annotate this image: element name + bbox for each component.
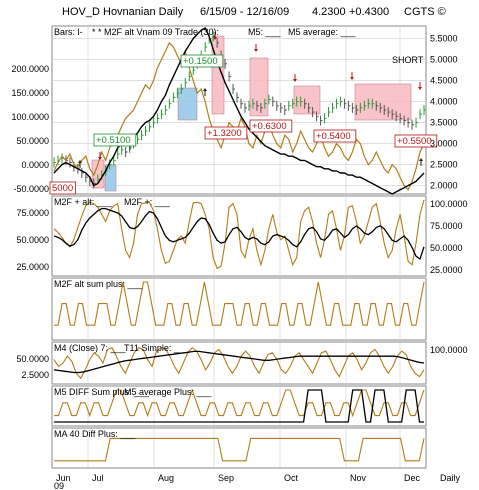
- ma40-panel-frame: [51, 427, 427, 469]
- left-axis-tick: 150.0000: [11, 88, 49, 98]
- right-axis-tick: 25.0000: [430, 265, 463, 275]
- signal-arrow-head: [213, 37, 217, 40]
- m2f-panel-legend-b: M2F +: ___: [124, 197, 171, 207]
- left-axis-tick: 50.0000: [16, 136, 49, 146]
- date-range: 6/15/09 - 12/16/09: [200, 6, 290, 18]
- annotation-text: +1.3200: [207, 128, 242, 139]
- left-axis-tick: 50.0000: [16, 354, 49, 364]
- annotation-text: +0.5100: [96, 135, 131, 146]
- m4-panel-frame: [51, 341, 427, 385]
- brand-label: CGTS ©: [404, 6, 446, 18]
- m4-panel-legend-b: T11 Simple: ___: [124, 343, 190, 353]
- signal-arrow-head: [78, 160, 82, 163]
- right-axis-tick: 100.0000: [430, 345, 468, 355]
- left-axis-tick: 2.5000: [21, 370, 49, 380]
- m2f-sum-panel-frame: [51, 277, 427, 341]
- security-name: Hovnanian Daily: [103, 6, 184, 18]
- signal-arrow-head: [419, 158, 423, 161]
- right-axis-tick: 4.5000: [430, 76, 458, 86]
- x-axis-month: Dec: [404, 473, 421, 483]
- last-price: 4.2300: [312, 6, 346, 18]
- m5-average-legend: M5 average: ___: [288, 27, 357, 37]
- m5-diff-panel-frame: [51, 385, 427, 427]
- x-axis-month: Aug: [158, 473, 174, 483]
- signal-arrow-head: [98, 157, 102, 160]
- annotation-text: +0.5400: [316, 131, 351, 142]
- m2f-panel-legend-a: M2F + alt: ___: [54, 197, 113, 207]
- chart-header: HOV_D Hovnanian Daily 6/15/09 - 12/16/09…: [0, 0, 479, 24]
- x-axis-month: Jun: [56, 473, 71, 483]
- signal-arrow-head: [254, 49, 258, 52]
- left-axis-tick: 50.0000: [16, 235, 49, 245]
- right-axis-tick: 5.5000: [430, 34, 458, 44]
- signal-arrow-head: [418, 87, 422, 90]
- x-axis-month: Jul: [92, 473, 104, 483]
- right-axis-tick: 50.0000: [430, 243, 463, 253]
- m2f-panel-gold-line: [53, 199, 425, 270]
- m2f-legend: * * M2F alt Vnam 09 Trade (30):: [92, 27, 219, 37]
- m4-panel-legend-a: M4 (Close) 7: ___: [54, 343, 127, 353]
- m2f-panel-black-line: [53, 207, 425, 261]
- x-axis-month: Sep: [218, 473, 234, 483]
- left-axis-tick: 100.0000: [11, 112, 49, 122]
- m5-diff-panel-black-line: [54, 389, 424, 423]
- m5-diff-panel-legend-b: M5 average Plus: ___: [124, 387, 213, 397]
- right-axis-tick: 2.5000: [430, 160, 458, 170]
- right-axis-tick: 3.5000: [430, 118, 458, 128]
- x-axis-month: Oct: [284, 473, 299, 483]
- x-axis-year: 09: [54, 481, 64, 490]
- left-axis-tick: 75.0000: [16, 208, 49, 218]
- left-axis-tick: 0.0000: [21, 160, 49, 170]
- m5-diff-panel-gold-line: [54, 388, 425, 418]
- annotation-box: [313, 129, 357, 143]
- right-axis-tick: 2.0000: [430, 181, 458, 191]
- right-axis-tick: 5.0000: [430, 55, 458, 65]
- signal-box: [249, 57, 269, 117]
- signal-arrow-head: [350, 77, 354, 80]
- period-label: Daily: [440, 473, 461, 483]
- m2f-sum-panel-gold-line: [54, 281, 425, 326]
- left-axis-tick: -50.0000: [13, 184, 49, 194]
- m5-legend: M5: ___: [248, 27, 282, 37]
- m2f-sum-panel-legend-a: M2F alt sum plus: ___: [54, 279, 144, 289]
- m5-line: [53, 27, 425, 195]
- short-signal-label: SHORT: [392, 55, 424, 65]
- ma40-panel-gold-line: [54, 437, 425, 462]
- m2f-panel-frame: [51, 195, 427, 277]
- chart-labels: 5.5000 5.0000 4.5000 4.0000 3.5000 3.0000 2.50…: [11, 27, 467, 490]
- x-axis-month: Nov: [350, 473, 367, 483]
- chart-marks: [49, 27, 438, 462]
- annotation-box: [249, 119, 293, 133]
- symbol-label: HOV_D: [62, 6, 100, 18]
- right-axis-tick: 4.0000: [430, 97, 458, 107]
- left-axis-tick: 25.0000: [16, 262, 49, 272]
- signal-box: [293, 85, 321, 115]
- annotation-text: +0.5500: [397, 136, 432, 147]
- right-axis-tick: 3.0000: [430, 139, 458, 149]
- annotation-text: +0.6300: [252, 121, 287, 132]
- signal-arrow-head: [203, 88, 207, 91]
- left-axis-tick: 200.0000: [11, 64, 49, 74]
- annotation-text: +0.1500: [183, 56, 218, 67]
- m4-panel-gold-line: [53, 346, 425, 380]
- signal-arrow-head: [293, 79, 297, 82]
- m4-panel-black-line: [53, 350, 425, 374]
- ma40-panel-legend-a: MA 40 Diff Plus: ___: [54, 429, 136, 439]
- annotation-text: 5000: [52, 183, 73, 194]
- bars-legend: Bars: l-: [54, 27, 83, 37]
- signal-box: [177, 87, 198, 121]
- signal-box: [354, 83, 412, 121]
- price-change: +0.4300: [349, 6, 390, 18]
- annotation-box: [93, 133, 137, 147]
- annotation-box: [204, 126, 248, 140]
- m5-diff-panel-legend-a: M5 DIFF Sum plus: ___: [54, 387, 150, 397]
- annotation-box: [394, 134, 438, 148]
- annotation-box: [49, 181, 77, 195]
- annotation-box: [180, 54, 224, 68]
- right-axis-tick: 100.0000: [430, 199, 468, 209]
- right-axis-tick: 75.0000: [430, 221, 463, 231]
